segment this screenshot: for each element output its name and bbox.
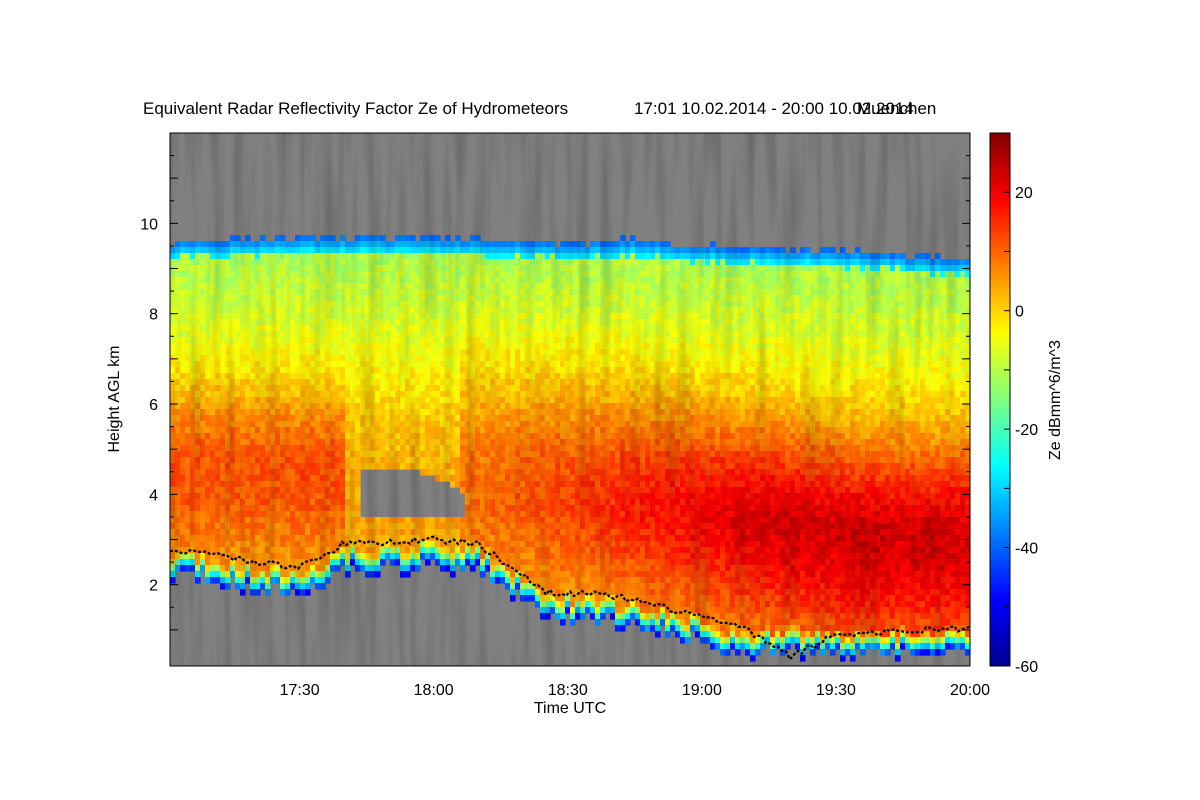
plot-area [170, 133, 970, 666]
chart-title: Equivalent Radar Reflectivity Factor Ze … [143, 99, 568, 118]
chart-location: Muenchen [857, 99, 936, 118]
chart-period: 17:01 10.02.2014 - 20:00 10.02.2014 [634, 99, 914, 118]
